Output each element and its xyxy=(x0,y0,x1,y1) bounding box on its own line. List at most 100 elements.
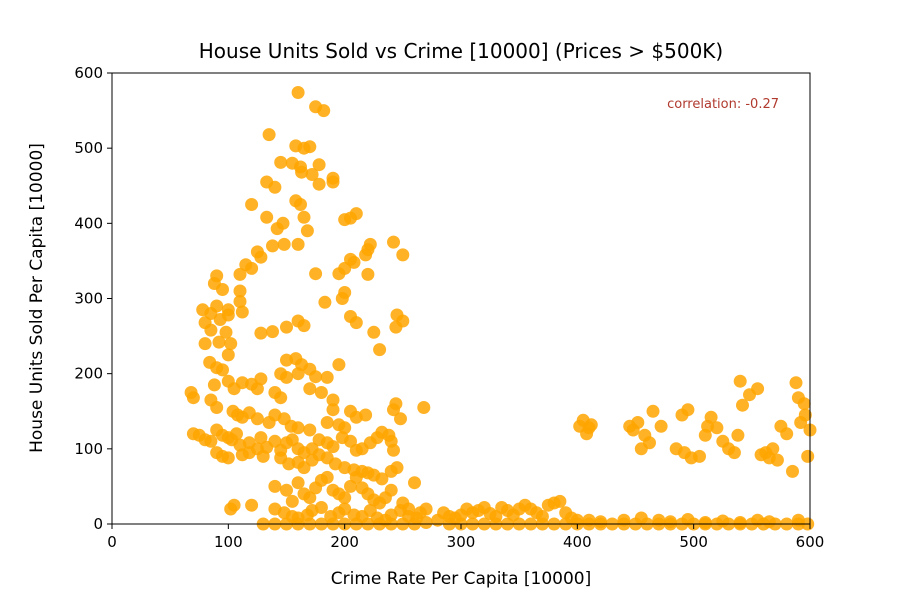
scatter-point xyxy=(233,295,247,308)
scatter-point xyxy=(582,513,596,527)
scatter-point xyxy=(312,158,326,172)
scatter-point xyxy=(266,325,279,339)
scatter-point xyxy=(320,416,334,429)
scatter-point xyxy=(250,412,264,426)
scatter-point xyxy=(798,408,812,422)
scatter-point xyxy=(751,382,765,396)
scatter-point xyxy=(260,210,274,224)
scatter-point xyxy=(254,250,268,264)
scatter-point xyxy=(338,502,352,516)
scatter-point xyxy=(373,343,387,357)
scatter-point xyxy=(634,511,648,525)
scatter-point xyxy=(338,491,352,505)
scatter-point xyxy=(309,267,323,281)
y-axis-label: House Units Sold Per Capita [10000] xyxy=(27,143,47,453)
scatter-point xyxy=(300,224,314,238)
scatter-point xyxy=(268,479,282,493)
scatter-point xyxy=(389,320,403,334)
scatter-point xyxy=(332,358,346,372)
scatter-point xyxy=(320,370,334,384)
scatter-point xyxy=(320,470,334,484)
scatter-point xyxy=(303,382,317,396)
scatter-point xyxy=(419,516,433,529)
scatter-point xyxy=(227,382,241,396)
y-tick-label: 500 xyxy=(74,139,103,157)
scatter-point xyxy=(698,516,712,529)
scatter-point xyxy=(663,515,677,529)
scatter-points xyxy=(184,86,817,531)
scatter-point xyxy=(347,255,361,269)
scatter-point xyxy=(361,267,375,281)
scatter-point xyxy=(235,305,249,319)
scatter-point xyxy=(736,398,749,412)
scatter-point xyxy=(274,391,288,405)
scatter-point xyxy=(303,491,317,505)
scatter-point xyxy=(731,428,745,442)
scatter-point xyxy=(314,501,328,514)
scatter-point xyxy=(716,514,730,528)
scatter-point xyxy=(277,237,291,251)
scatter-point xyxy=(394,412,407,426)
scatter-point xyxy=(297,141,311,155)
scatter-point xyxy=(266,239,279,253)
scatter-point xyxy=(317,104,331,118)
scatter-point xyxy=(297,319,311,333)
scatter-point xyxy=(256,449,270,463)
scatter-point xyxy=(262,128,276,142)
scatter-point xyxy=(280,353,293,367)
scatter-point xyxy=(704,410,718,424)
scatter-point xyxy=(594,515,608,529)
x-tick-label: 300 xyxy=(447,533,476,551)
scatter-point xyxy=(396,248,410,262)
scatter-point xyxy=(303,423,317,437)
scatter-point xyxy=(617,513,631,527)
scatter-point xyxy=(219,325,233,339)
scatter-point xyxy=(291,421,305,435)
scatter-point xyxy=(250,382,264,396)
y-tick-label: 100 xyxy=(74,440,103,458)
scatter-point xyxy=(230,427,243,441)
scatter-point xyxy=(631,416,645,429)
scatter-point xyxy=(654,419,668,433)
scatter-point xyxy=(384,483,398,497)
scatter-point xyxy=(245,261,259,275)
scatter-point xyxy=(291,476,305,490)
x-tick-label: 200 xyxy=(330,533,359,551)
scatter-point xyxy=(367,325,381,339)
scatter-point xyxy=(224,337,238,351)
x-tick-label: 600 xyxy=(796,533,825,551)
scatter-point xyxy=(801,449,815,463)
scatter-point xyxy=(797,397,811,411)
scatter-point xyxy=(326,393,340,407)
scatter-point xyxy=(198,337,212,351)
scatter-point xyxy=(387,403,400,417)
y-axis-ticks: 0 100 200 300 400 500 600 xyxy=(74,64,112,533)
scatter-point xyxy=(254,372,268,386)
x-tick-label: 400 xyxy=(563,533,592,551)
scatter-point xyxy=(280,320,293,334)
scatter-point xyxy=(387,235,400,249)
y-tick-label: 300 xyxy=(74,290,103,308)
x-axis-ticks: 0 100 200 300 400 500 600 xyxy=(107,524,824,551)
scatter-point xyxy=(326,175,340,189)
x-tick-label: 500 xyxy=(679,533,708,551)
scatter-point xyxy=(280,370,293,384)
chart-title: House Units Sold vs Crime [10000] (Price… xyxy=(199,39,723,63)
scatter-point xyxy=(789,376,803,390)
scatter-point xyxy=(186,391,200,405)
x-tick-label: 0 xyxy=(107,533,117,551)
scatter-point xyxy=(270,222,284,236)
x-axis-label: Crime Rate Per Capita [10000] xyxy=(331,569,592,589)
scatter-point xyxy=(221,451,235,465)
scatter-point xyxy=(318,295,332,309)
scatter-point xyxy=(207,378,221,392)
scatter-point xyxy=(727,446,741,460)
scatter-point xyxy=(646,404,660,418)
scatter-point xyxy=(786,464,799,478)
scatter-point xyxy=(332,267,346,281)
scatter-point xyxy=(233,267,247,281)
scatter-point xyxy=(280,483,293,497)
plot-area xyxy=(112,73,810,524)
scatter-point xyxy=(268,180,282,194)
